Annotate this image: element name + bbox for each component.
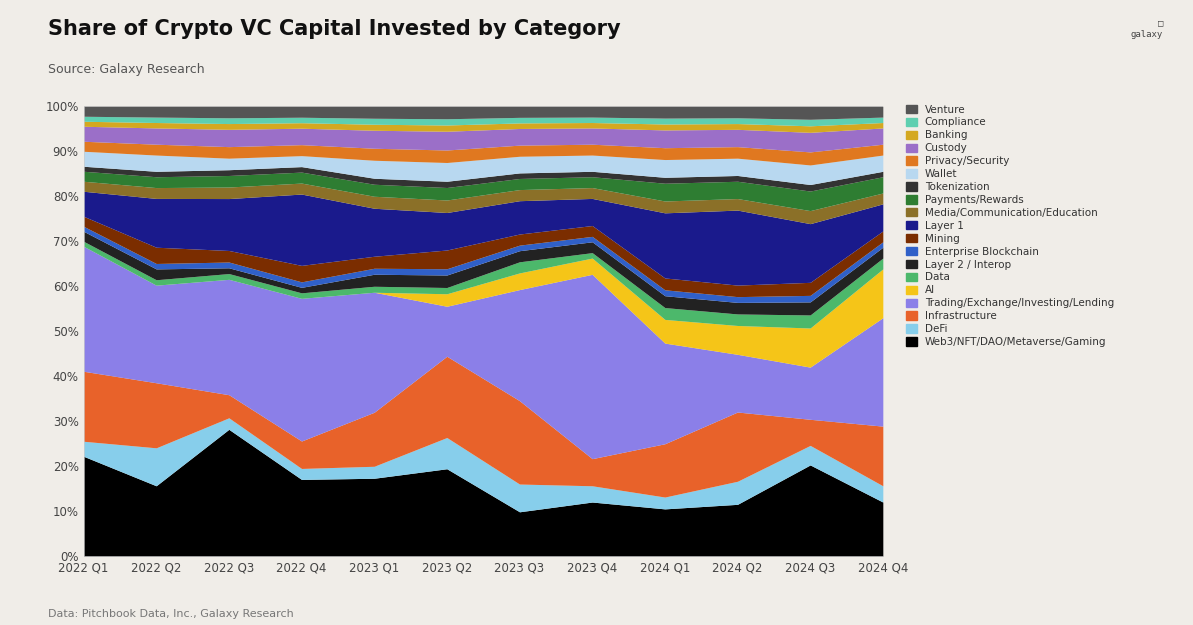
Text: Share of Crypto VC Capital Invested by Category: Share of Crypto VC Capital Invested by C… bbox=[48, 19, 620, 39]
Text: Source: Galaxy Research: Source: Galaxy Research bbox=[48, 62, 204, 76]
Text: Data: Pitchbook Data, Inc., Galaxy Research: Data: Pitchbook Data, Inc., Galaxy Resea… bbox=[48, 609, 293, 619]
Legend: Venture, Compliance, Banking, Custody, Privacy/Security, Wallet, Tokenization, P: Venture, Compliance, Banking, Custody, P… bbox=[904, 102, 1117, 349]
Text: □
galaxy: □ galaxy bbox=[1131, 19, 1163, 39]
